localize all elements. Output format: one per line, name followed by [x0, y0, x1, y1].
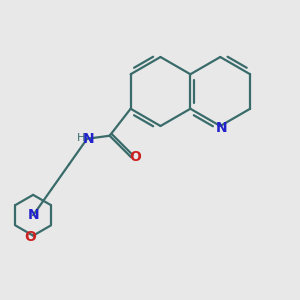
Text: N: N: [27, 208, 39, 222]
Text: O: O: [129, 150, 141, 164]
Text: N: N: [83, 132, 94, 146]
Text: N: N: [216, 121, 228, 134]
Text: O: O: [24, 230, 36, 244]
Text: H: H: [77, 133, 86, 143]
